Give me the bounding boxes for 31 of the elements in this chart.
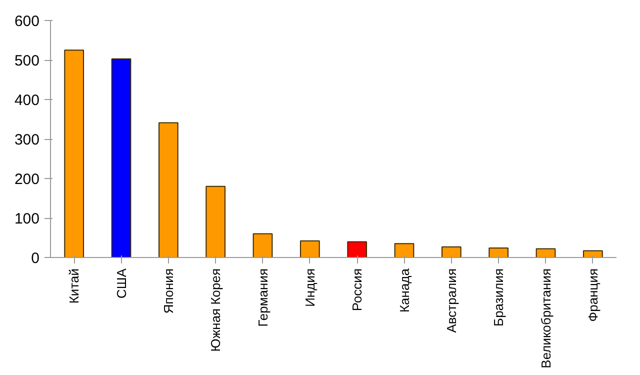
y-tick-label: 300 (14, 132, 40, 148)
bar (582, 250, 603, 258)
x-tick-label: Китай (66, 268, 82, 304)
bar (252, 233, 273, 258)
bar (64, 50, 84, 258)
y-tick-label: 100 (14, 210, 40, 228)
bar (536, 248, 556, 258)
x-tick-label: Австралия (444, 268, 459, 333)
x-tick-label: Германия (255, 268, 270, 327)
x-tick-label: Бразилия (491, 268, 506, 326)
x-tick-label: Россия (350, 268, 365, 312)
bar (111, 58, 132, 258)
y-tick-label: 500 (14, 52, 40, 70)
y-tick-label: 0 (31, 250, 40, 267)
x-tick-label: Франция (585, 268, 600, 322)
x-tick-label: Великобритания (538, 268, 554, 368)
x-tick-label: США (114, 268, 129, 298)
x-tick-label: Япония (160, 268, 176, 314)
x-tick-label: Индия (302, 268, 318, 307)
x-tick-label: Южная Корея (208, 268, 224, 352)
bar (158, 122, 178, 258)
y-tick-label: 400 (14, 92, 40, 109)
y-tick-label: 200 (14, 171, 40, 188)
y-tick-label: 600 (14, 13, 40, 30)
bar (441, 246, 462, 258)
x-tick-label: Канада (396, 268, 412, 313)
bar (394, 243, 414, 258)
bar (206, 186, 226, 258)
bar (347, 241, 368, 258)
bar (488, 248, 509, 258)
bar (300, 240, 320, 258)
